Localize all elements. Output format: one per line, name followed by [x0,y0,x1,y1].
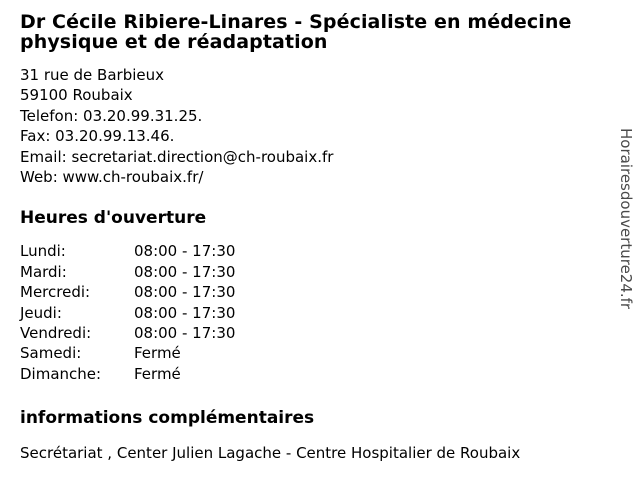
day-hours: Fermé [134,344,181,363]
email-line: Email: secretariat.direction@ch-roubaix.… [20,147,334,166]
hours-row-friday: Vendredi: 08:00 - 17:30 [20,323,640,343]
day-hours: 08:00 - 17:30 [134,283,236,302]
day-hours: 08:00 - 17:30 [134,303,236,322]
day-label: Mardi: [20,262,67,281]
day-label: Jeudi: [20,303,62,322]
day-hours: 08:00 - 17:30 [134,262,236,281]
hours-row-thursday: Jeudi: 08:00 - 17:30 [20,303,640,323]
hours-row-sunday: Dimanche: Fermé [20,364,640,384]
day-hours: 08:00 - 17:30 [134,242,236,261]
page-title: Dr Cécile Ribiere-Linares - Spécialiste … [20,11,572,53]
day-label: Vendredi: [20,324,92,343]
address-line-2: 59100 Roubaix [20,86,133,105]
fax-line: Fax: 03.20.99.13.46. [20,127,175,146]
day-label: Mercredi: [20,283,91,302]
day-hours: 08:00 - 17:30 [134,324,236,343]
day-hours: Fermé [134,364,181,383]
web-line: Web: www.ch-roubaix.fr/ [20,168,204,187]
additional-info-heading: informations complémentaires [20,408,315,429]
hours-table: Lundi: 08:00 - 17:30 Mardi: 08:00 - 17:3… [20,241,640,384]
day-label: Samedi: [20,344,82,363]
address-line-1: 31 rue de Barbieux [20,66,164,84]
hours-row-monday: Lundi: 08:00 - 17:30 [20,241,640,261]
day-label: Dimanche: [20,364,102,383]
hours-heading: Heures d'ouverture [20,208,207,229]
contact-block: 31 rue de Barbieux 59100 Roubaix Telefon… [20,65,640,187]
hours-row-tuesday: Mardi: 08:00 - 17:30 [20,262,640,282]
phone-line: Telefon: 03.20.99.31.25. [20,106,203,125]
hours-row-saturday: Samedi: Fermé [20,343,640,363]
day-label: Lundi: [20,242,66,261]
hours-row-wednesday: Mercredi: 08:00 - 17:30 [20,282,640,302]
additional-info-text: Secrétariat , Center Julien Lagache - Ce… [20,444,521,463]
page-content: Dr Cécile Ribiere-Linares - Spécialiste … [20,11,640,463]
site-watermark-vertical: Horairesdouverture24.fr [617,128,635,310]
